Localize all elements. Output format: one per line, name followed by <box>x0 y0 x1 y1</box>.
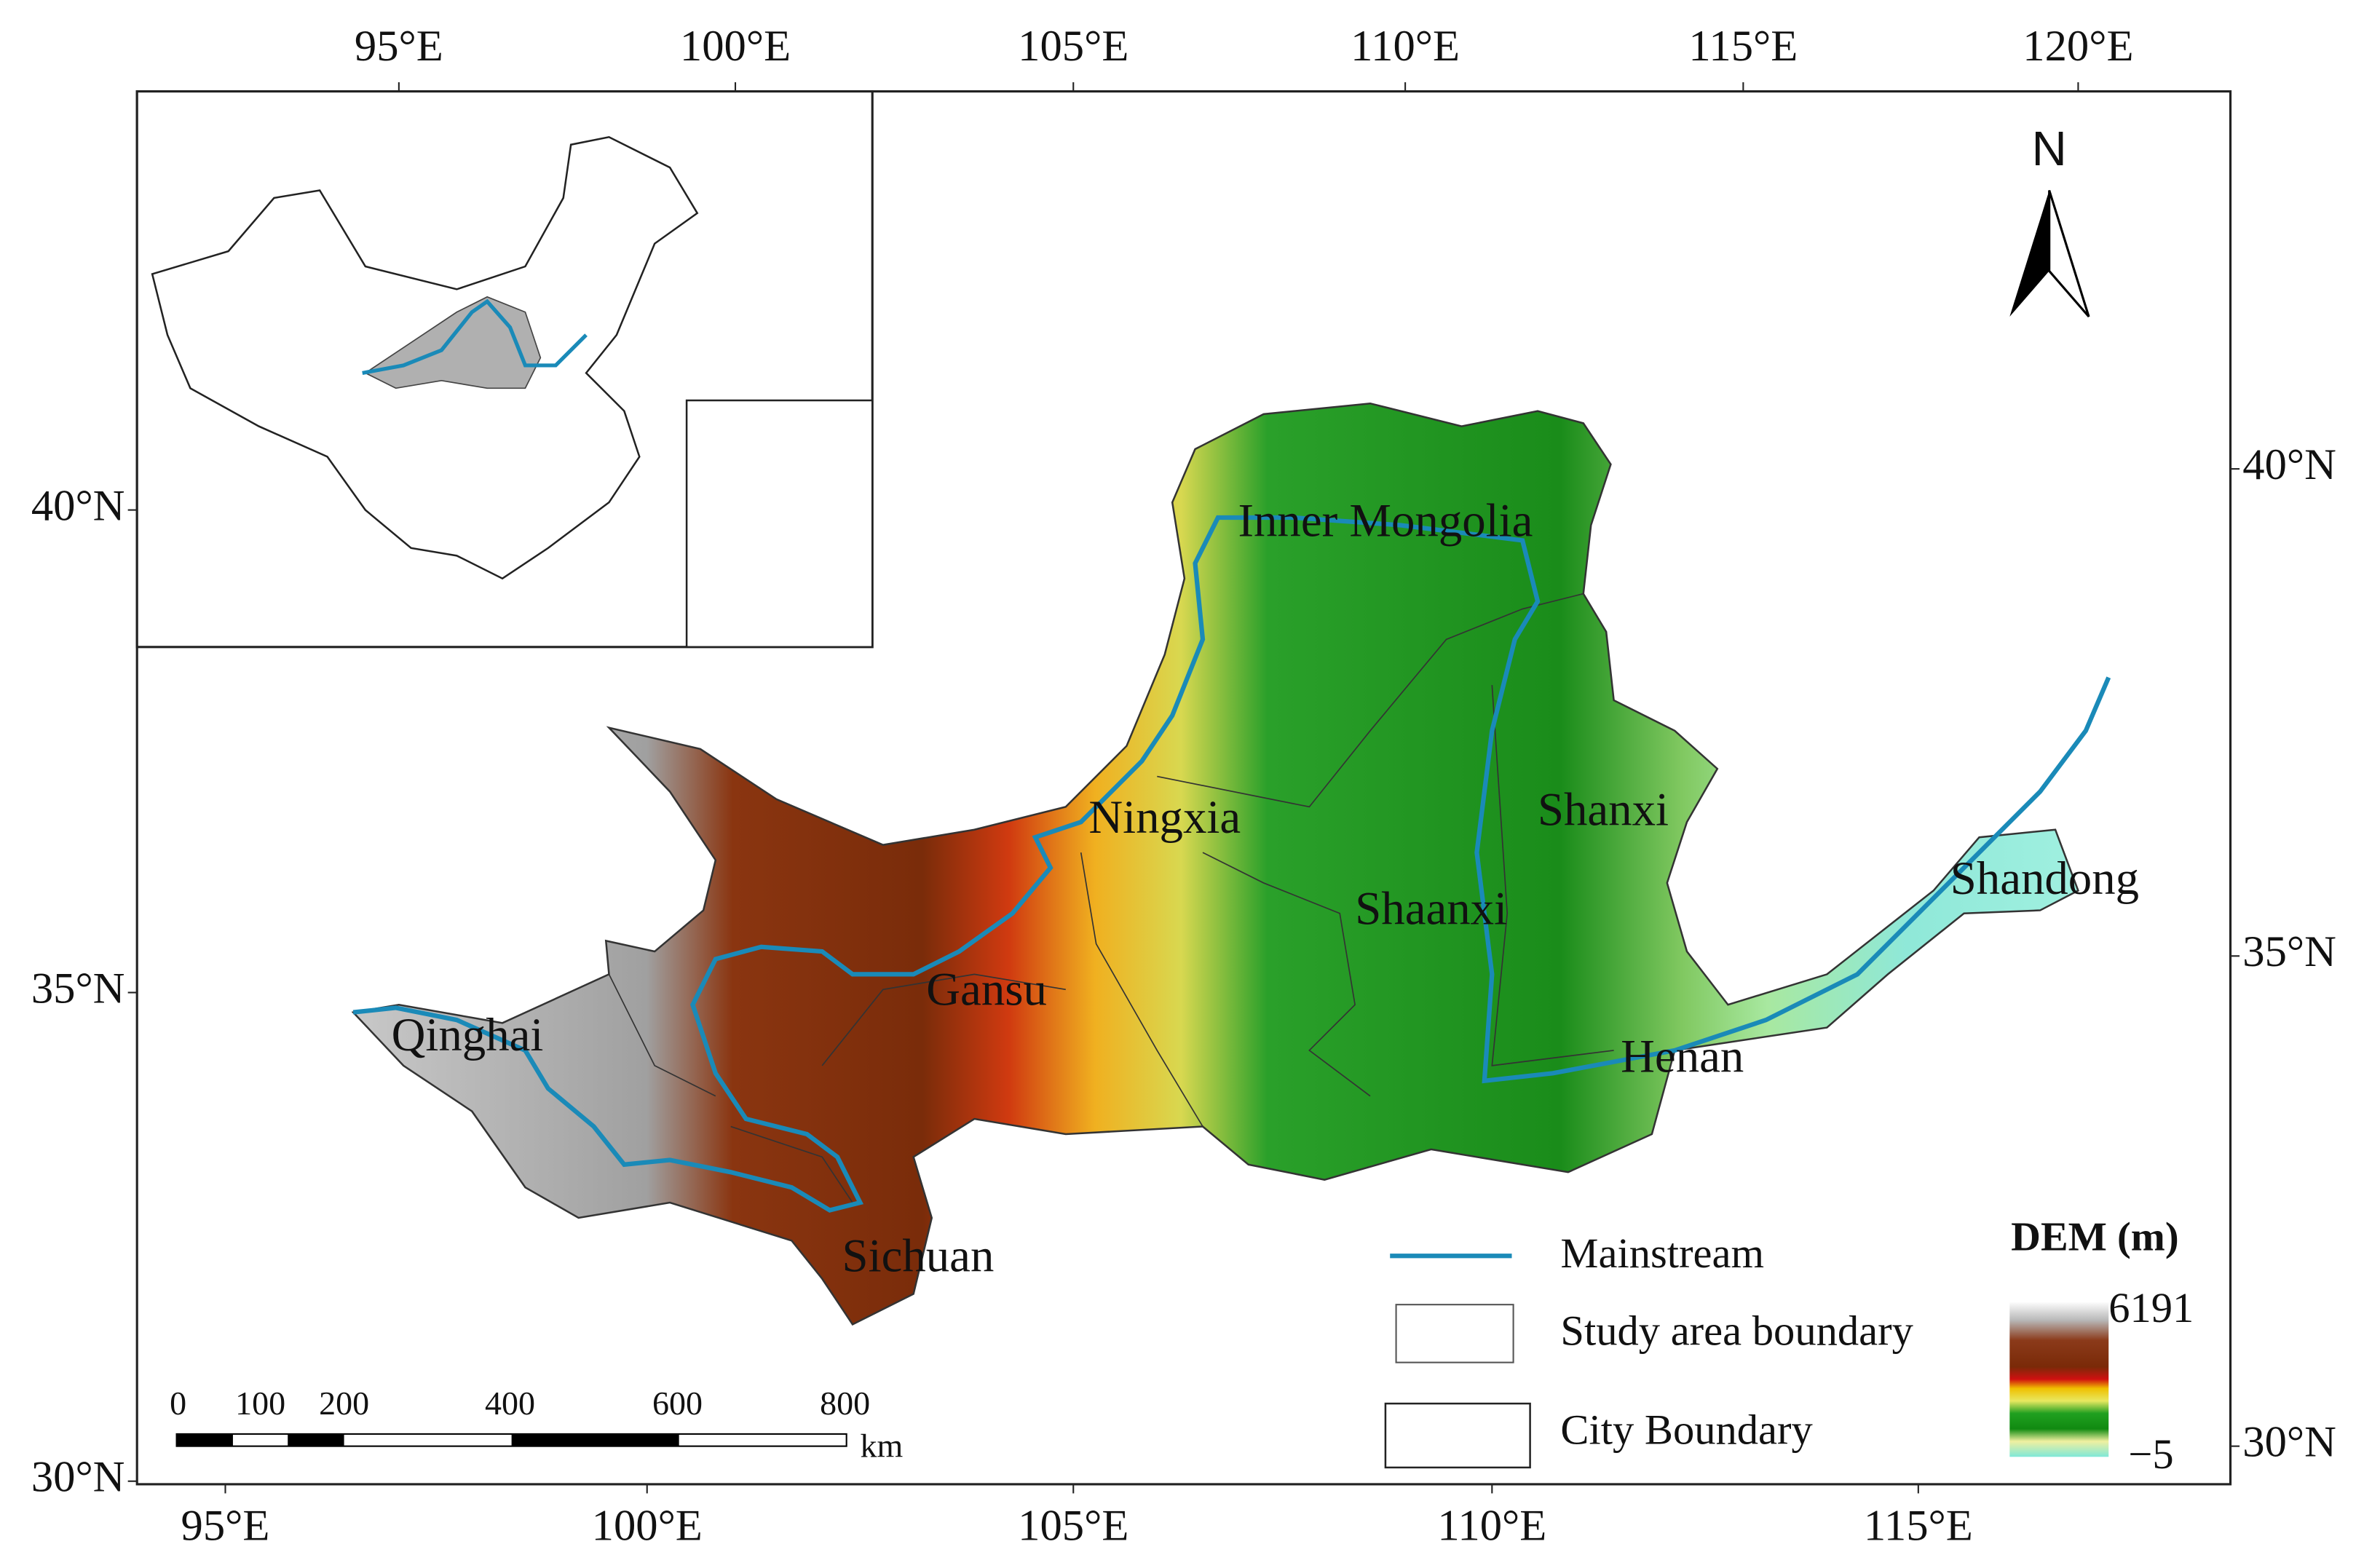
top-tick-label: 105°E <box>1018 22 1128 71</box>
region-label: Shandong <box>1950 852 2139 905</box>
bottom-tick-label: 115°E <box>1864 1502 1973 1551</box>
inset-study-area <box>364 296 542 389</box>
scale-label: 600 <box>652 1385 703 1422</box>
bottom-tick-label: 95°E <box>181 1502 270 1551</box>
legend-label: Mainstream <box>1560 1230 1764 1277</box>
left-tick-label: 30°N <box>31 1453 125 1502</box>
right-tick-label: 40°N <box>2242 440 2336 489</box>
scale-label: 100 <box>235 1385 285 1422</box>
north-label: N <box>2032 122 2067 176</box>
mainstream <box>352 515 2111 1213</box>
region-label: Sichuan <box>842 1230 995 1282</box>
legend-label: Study area boundary <box>1560 1307 1913 1354</box>
left-tick-label: 35°N <box>31 964 125 1013</box>
scale-bar <box>175 1433 847 1447</box>
north-arrow <box>2009 190 2049 317</box>
region-label: Shaanxi <box>1355 883 1507 935</box>
dem-colorbar <box>2009 1301 2109 1457</box>
bottom-tick-label: 105°E <box>1018 1502 1128 1551</box>
dem-min: −5 <box>2128 1430 2173 1478</box>
bottom-tick-label: 110°E <box>1437 1502 1546 1551</box>
top-tick-label: 95°E <box>355 22 443 71</box>
inset-south-sea <box>685 399 874 649</box>
legend-swatch <box>1395 1304 1514 1363</box>
right-tick-label: 30°N <box>2242 1418 2336 1467</box>
inset-river <box>362 298 588 375</box>
left-tick-label: 40°N <box>31 482 125 531</box>
scale-label: 800 <box>820 1385 870 1422</box>
legend-label: City Boundary <box>1560 1406 1813 1453</box>
top-tick-label: 110°E <box>1351 22 1460 71</box>
study-area <box>351 402 2079 1326</box>
right-tick-label: 35°N <box>2242 927 2336 976</box>
region-label: Henan <box>1621 1030 1744 1082</box>
region-label: Ningxia <box>1088 791 1241 844</box>
region-label: Gansu <box>926 963 1047 1015</box>
scale-label: 0 <box>170 1385 186 1422</box>
north-arrow-half <box>2048 189 2090 318</box>
top-tick-label: 120°E <box>2023 22 2133 71</box>
dem-max: 6191 <box>2108 1284 2194 1331</box>
top-tick-label: 115°E <box>1688 22 1798 71</box>
scale-unit: km <box>860 1427 903 1464</box>
region-label: Inner Mongolia <box>1238 494 1533 547</box>
dem-title: DEM (m) <box>2011 1214 2178 1259</box>
scale-label: 400 <box>485 1385 535 1422</box>
region-label: Shanxi <box>1538 784 1669 836</box>
scale-label: 200 <box>319 1385 369 1422</box>
top-tick-label: 100°E <box>680 22 791 71</box>
legend-swatch <box>1384 1402 1531 1469</box>
region-label: Qinghai <box>392 1009 544 1061</box>
city-boundaries <box>608 593 1614 1203</box>
bottom-tick-label: 100°E <box>592 1502 703 1551</box>
